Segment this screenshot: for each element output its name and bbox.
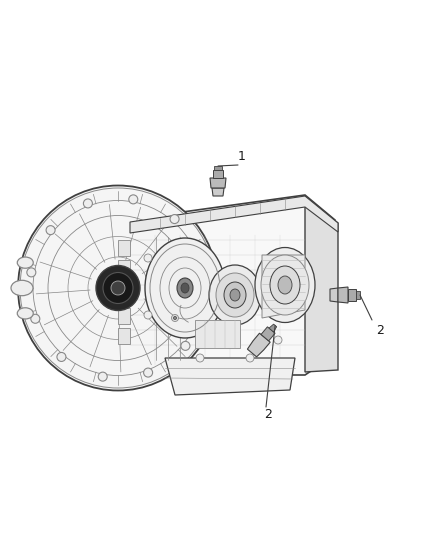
Polygon shape [305, 196, 338, 372]
Polygon shape [130, 196, 338, 233]
Ellipse shape [96, 265, 140, 311]
Ellipse shape [144, 311, 152, 319]
Ellipse shape [173, 317, 177, 319]
Ellipse shape [200, 299, 209, 308]
Polygon shape [261, 327, 275, 341]
Ellipse shape [11, 280, 33, 296]
Polygon shape [118, 260, 130, 276]
Polygon shape [247, 333, 270, 357]
Text: 1: 1 [238, 150, 246, 164]
Ellipse shape [261, 255, 309, 315]
Polygon shape [356, 291, 360, 299]
Polygon shape [348, 289, 356, 301]
Polygon shape [118, 308, 130, 324]
Polygon shape [269, 324, 277, 332]
Ellipse shape [230, 289, 240, 301]
Ellipse shape [83, 199, 92, 208]
Ellipse shape [196, 354, 204, 362]
Ellipse shape [145, 238, 225, 338]
Ellipse shape [57, 352, 66, 361]
Polygon shape [195, 320, 240, 348]
Ellipse shape [103, 272, 133, 303]
Polygon shape [214, 166, 222, 170]
Polygon shape [118, 328, 130, 344]
Ellipse shape [144, 368, 152, 377]
Ellipse shape [129, 195, 138, 204]
Ellipse shape [98, 372, 107, 381]
Ellipse shape [255, 247, 315, 322]
Ellipse shape [172, 314, 179, 321]
Polygon shape [212, 188, 224, 196]
Text: 2: 2 [264, 408, 272, 422]
Polygon shape [330, 288, 338, 302]
Ellipse shape [17, 308, 33, 319]
Polygon shape [338, 287, 348, 303]
Polygon shape [125, 195, 335, 375]
Ellipse shape [17, 257, 33, 268]
Ellipse shape [111, 281, 125, 295]
Ellipse shape [196, 253, 205, 262]
Polygon shape [210, 178, 226, 188]
Ellipse shape [274, 336, 282, 344]
Ellipse shape [170, 215, 179, 223]
Ellipse shape [209, 265, 261, 325]
Text: 2: 2 [376, 324, 384, 336]
Ellipse shape [270, 266, 300, 304]
Polygon shape [213, 170, 223, 178]
Ellipse shape [181, 283, 189, 293]
Ellipse shape [246, 354, 254, 362]
Ellipse shape [144, 254, 152, 262]
Ellipse shape [216, 273, 254, 317]
Ellipse shape [31, 314, 40, 324]
Ellipse shape [27, 268, 36, 277]
Polygon shape [118, 240, 130, 256]
Ellipse shape [177, 278, 193, 298]
Ellipse shape [181, 341, 190, 350]
Ellipse shape [278, 276, 292, 294]
Ellipse shape [46, 225, 55, 235]
Polygon shape [165, 358, 295, 395]
Polygon shape [262, 255, 305, 318]
Ellipse shape [224, 282, 246, 308]
Ellipse shape [18, 185, 218, 391]
